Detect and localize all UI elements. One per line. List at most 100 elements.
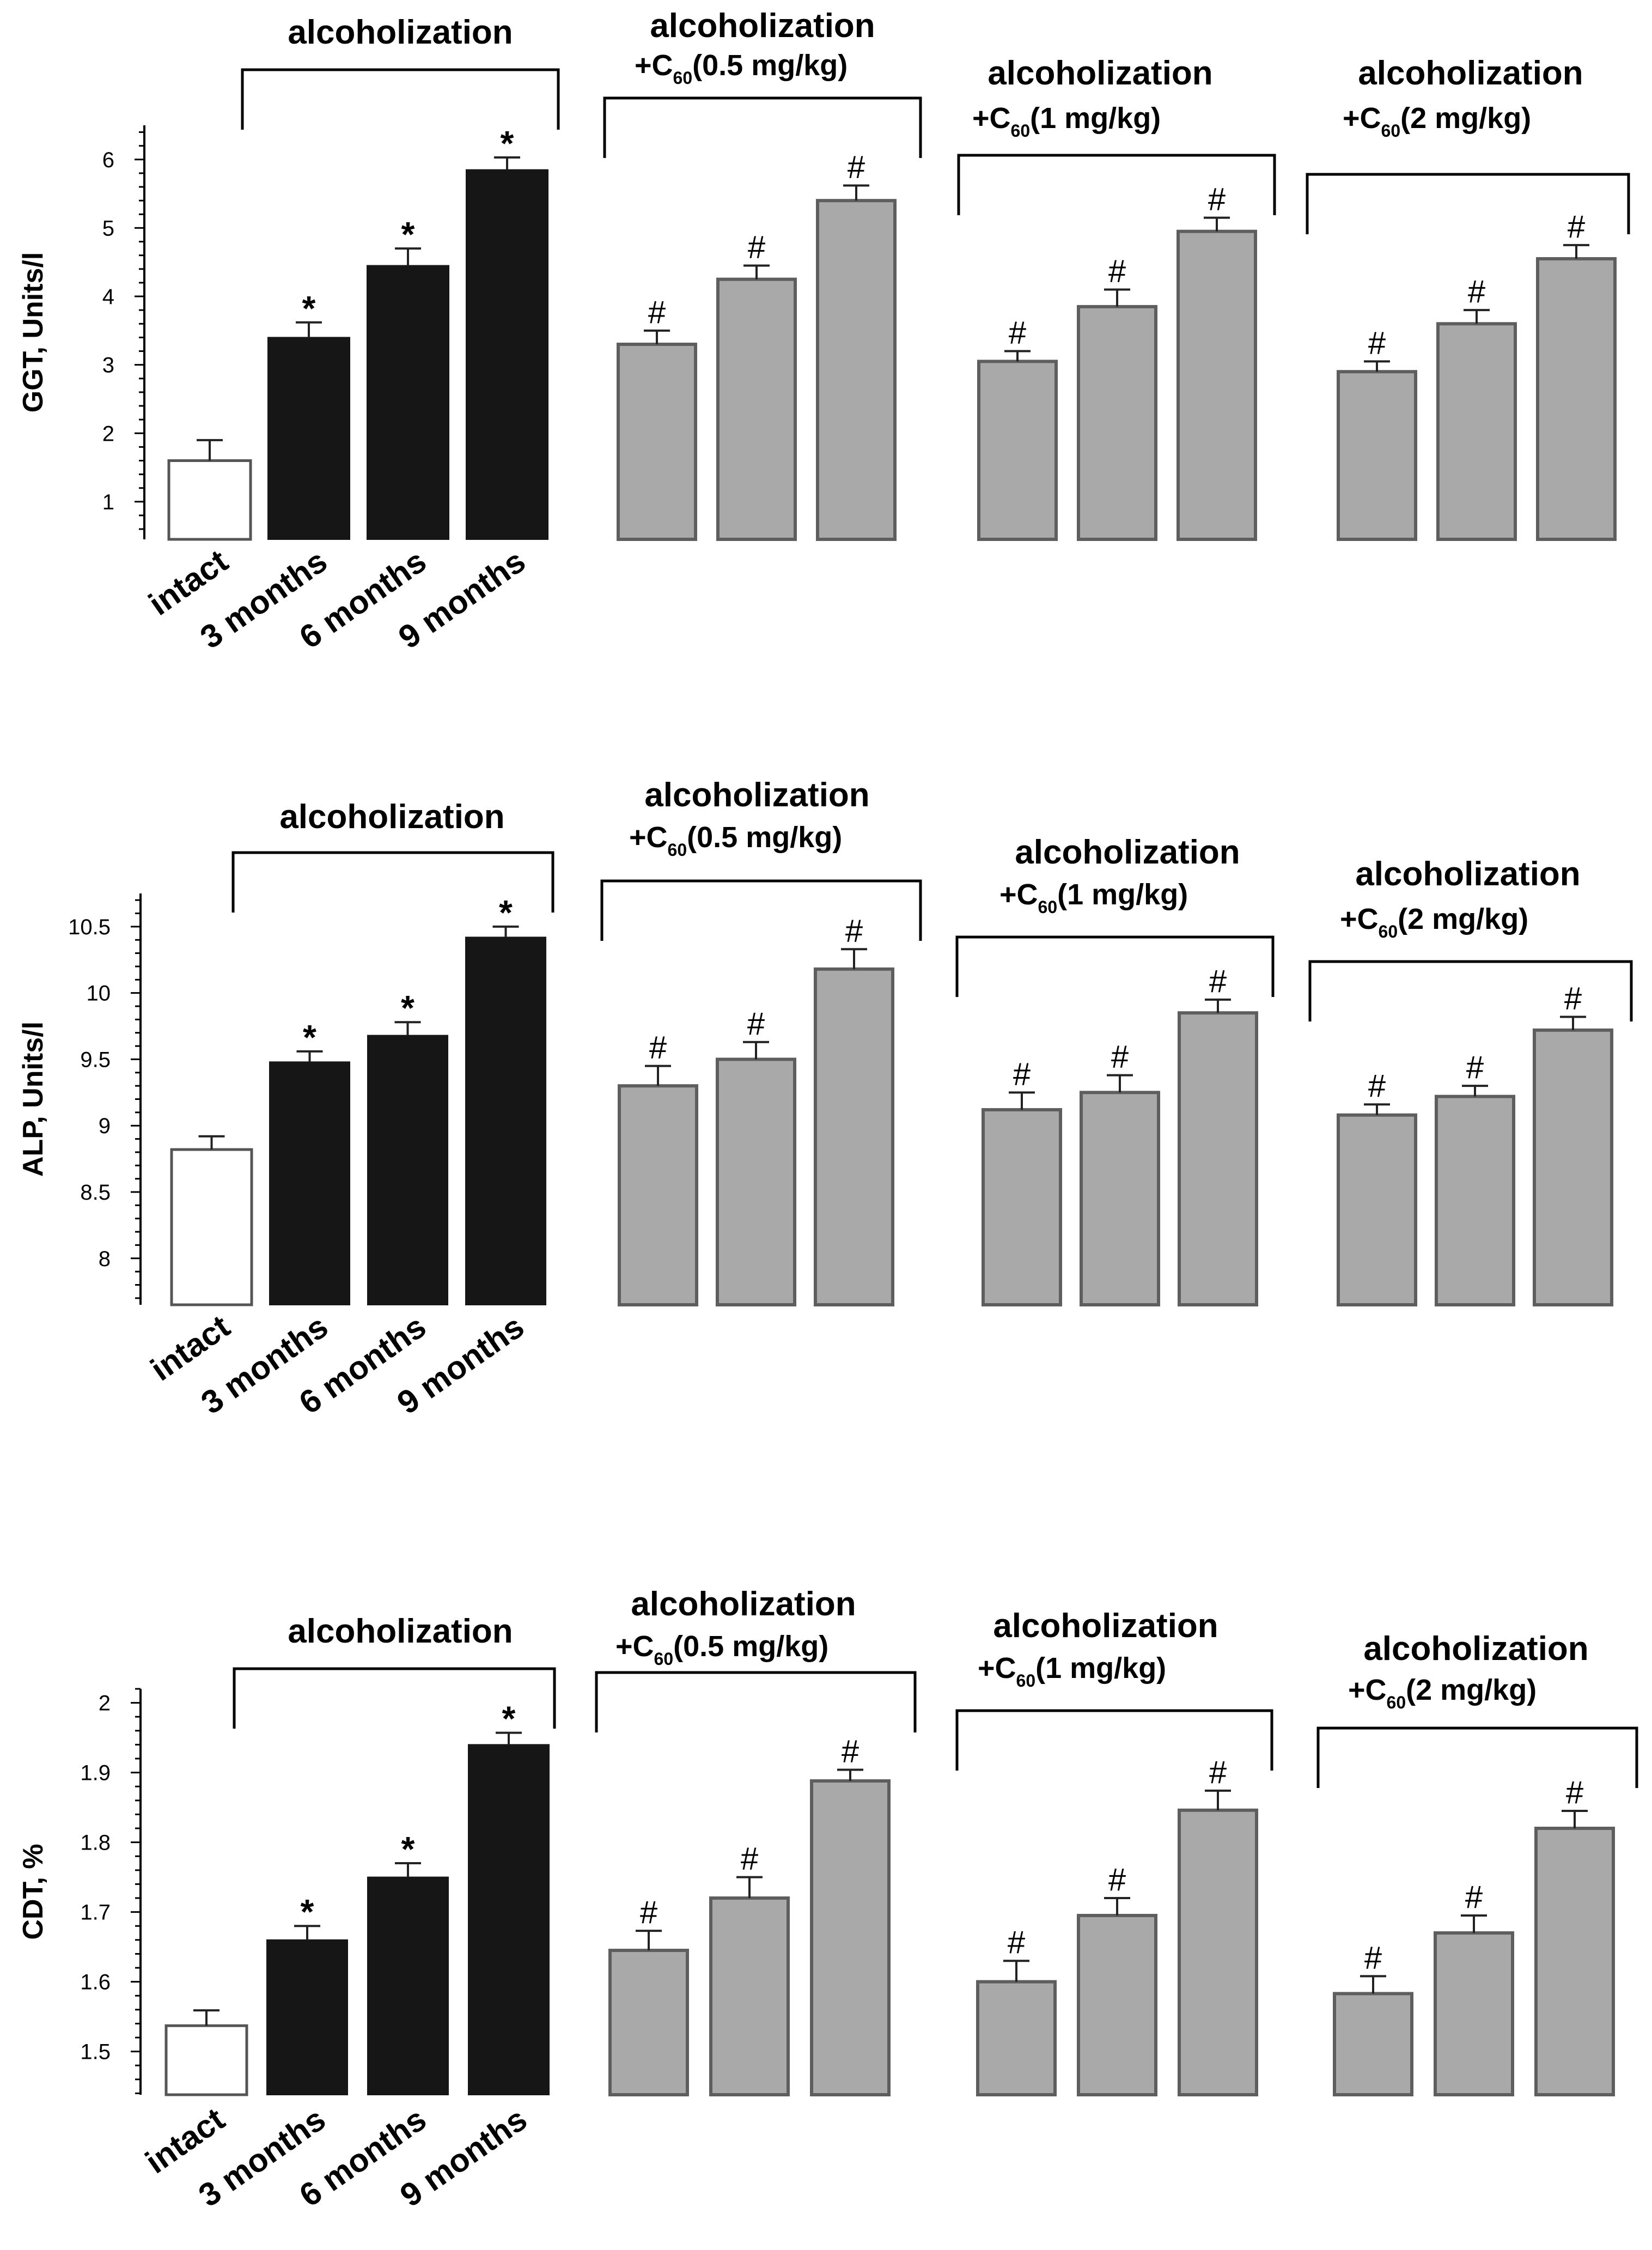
c60-prefix: +C — [972, 102, 1011, 135]
c60-subscript: 60 — [668, 840, 687, 860]
bar — [170, 1148, 253, 1306]
group-title-line2: +C60(0.5 mg/kg) — [635, 49, 848, 88]
group-bracket — [233, 1667, 556, 1729]
c60-prefix: +C — [615, 1630, 654, 1663]
significance-hash: # — [1468, 274, 1485, 309]
group-bracket — [957, 154, 1276, 215]
group-bracket — [241, 68, 560, 130]
c60-dose: (2 mg/kg) — [1400, 102, 1531, 135]
c60-dose: (0.5 mg/kg) — [692, 49, 848, 82]
bar — [367, 265, 449, 540]
significance-hash: # — [1466, 1050, 1484, 1085]
y-tick-label: 10.5 — [68, 915, 111, 939]
group-title-line1: alcoholization — [1355, 855, 1580, 893]
bar — [267, 337, 350, 540]
bar — [814, 967, 894, 1307]
bar — [716, 277, 797, 542]
c60-subscript: 60 — [1387, 1693, 1406, 1712]
significance-hash: # — [848, 150, 865, 185]
y-tick-label: 8.5 — [80, 1181, 111, 1205]
group-title-alcoholization: alcoholization — [288, 14, 513, 51]
c60-dose: (2 mg/kg) — [1406, 1674, 1537, 1706]
c60-dose: (1 mg/kg) — [1030, 102, 1161, 135]
bar — [816, 199, 897, 541]
significance-asterisk: * — [499, 893, 513, 932]
group-bracket — [1316, 1726, 1638, 1788]
y-tick-label: 4 — [102, 285, 114, 309]
c60-subscript: 60 — [1038, 897, 1058, 917]
significance-hash: # — [1568, 209, 1585, 245]
c60-prefix: +C — [1343, 102, 1381, 135]
group-title-line1: alcoholization — [644, 776, 869, 814]
bar — [164, 2024, 248, 2096]
significance-asterisk: * — [501, 124, 514, 163]
bar — [1178, 1011, 1258, 1307]
bar — [1333, 1992, 1413, 2097]
chart-panel-2: 8 8.5 9 9.5 10 10.5 ALP, Units/l * * * # # # # # # # # # al… — [17, 776, 1633, 1421]
group-title-line1: alcoholization — [650, 7, 875, 45]
bar — [269, 1061, 350, 1305]
group-bracket — [600, 879, 922, 941]
significance-hash: # — [1465, 1880, 1483, 1915]
bar — [617, 342, 697, 541]
group-title-line1: alcoholization — [1363, 1630, 1588, 1668]
significance-hash: # — [1368, 325, 1386, 361]
bar — [709, 1896, 790, 2096]
c60-subscript: 60 — [1011, 121, 1031, 141]
bar — [468, 1744, 550, 2095]
significance-hash: # — [1209, 1755, 1227, 1790]
significance-hash: # — [1564, 981, 1582, 1017]
bar — [1533, 1028, 1613, 1307]
c60-subscript: 60 — [673, 68, 693, 88]
c60-prefix: +C — [1340, 903, 1379, 935]
bar — [1337, 1113, 1417, 1307]
significance-hash: # — [1108, 1862, 1126, 1898]
y-axis-label: ALP, Units/l — [17, 1021, 49, 1177]
group-title-line2: +C60(1 mg/kg) — [978, 1652, 1166, 1690]
significance-hash: # — [1364, 1940, 1382, 1975]
y-axis-label: GGT, Units/l — [17, 252, 49, 413]
c60-prefix: +C — [978, 1652, 1016, 1685]
significance-hash: # — [1111, 1039, 1129, 1075]
bar — [367, 1876, 449, 2096]
bar — [608, 1949, 689, 2097]
c60-subscript: 60 — [654, 1649, 674, 1669]
significance-hash: # — [1008, 1925, 1025, 1960]
c60-prefix: +C — [635, 49, 673, 82]
significance-asterisk: * — [401, 1829, 415, 1869]
group-title-line2: +C60(0.5 mg/kg) — [615, 1630, 828, 1669]
significance-hash: # — [1566, 1775, 1583, 1810]
bar — [977, 360, 1058, 541]
c60-subscript: 60 — [1381, 121, 1401, 141]
bar — [1436, 322, 1517, 542]
significance-hash: # — [1368, 1068, 1386, 1104]
group-title-alcoholization: alcoholization — [288, 1613, 513, 1650]
bar — [466, 169, 548, 540]
y-tick-label: 5 — [102, 216, 114, 240]
significance-hash: # — [741, 1841, 758, 1877]
y-tick-label: 8 — [99, 1247, 111, 1271]
significance-asterisk: * — [401, 215, 415, 254]
significance-hash: # — [747, 1006, 765, 1042]
y-tick-label: 1.8 — [80, 1831, 111, 1855]
group-bracket — [955, 935, 1275, 997]
bar — [716, 1057, 796, 1306]
group-bracket — [1306, 173, 1630, 234]
group-bracket — [595, 1671, 917, 1732]
bar — [976, 1980, 1057, 2097]
y-tick-label: 10 — [87, 982, 111, 1006]
significance-hash: # — [1208, 182, 1226, 217]
bar — [1434, 1931, 1514, 2097]
significance-asterisk: * — [301, 1892, 314, 1931]
significance-asterisk: * — [401, 988, 414, 1027]
bar — [1176, 229, 1257, 541]
bar — [810, 1779, 891, 2096]
y-tick-label: 3 — [102, 354, 114, 378]
significance-hash: # — [842, 1734, 859, 1769]
bar — [1534, 1827, 1615, 2096]
significance-hash: # — [640, 1895, 657, 1930]
chart-panel-3: 1.5 1.6 1.7 1.8 1.9 2 CDT, % * * * # # # # # # # # # alcoho… — [17, 1585, 1638, 2214]
c60-subscript: 60 — [1379, 922, 1398, 941]
group-bracket — [231, 851, 554, 913]
group-bracket — [955, 1709, 1273, 1771]
